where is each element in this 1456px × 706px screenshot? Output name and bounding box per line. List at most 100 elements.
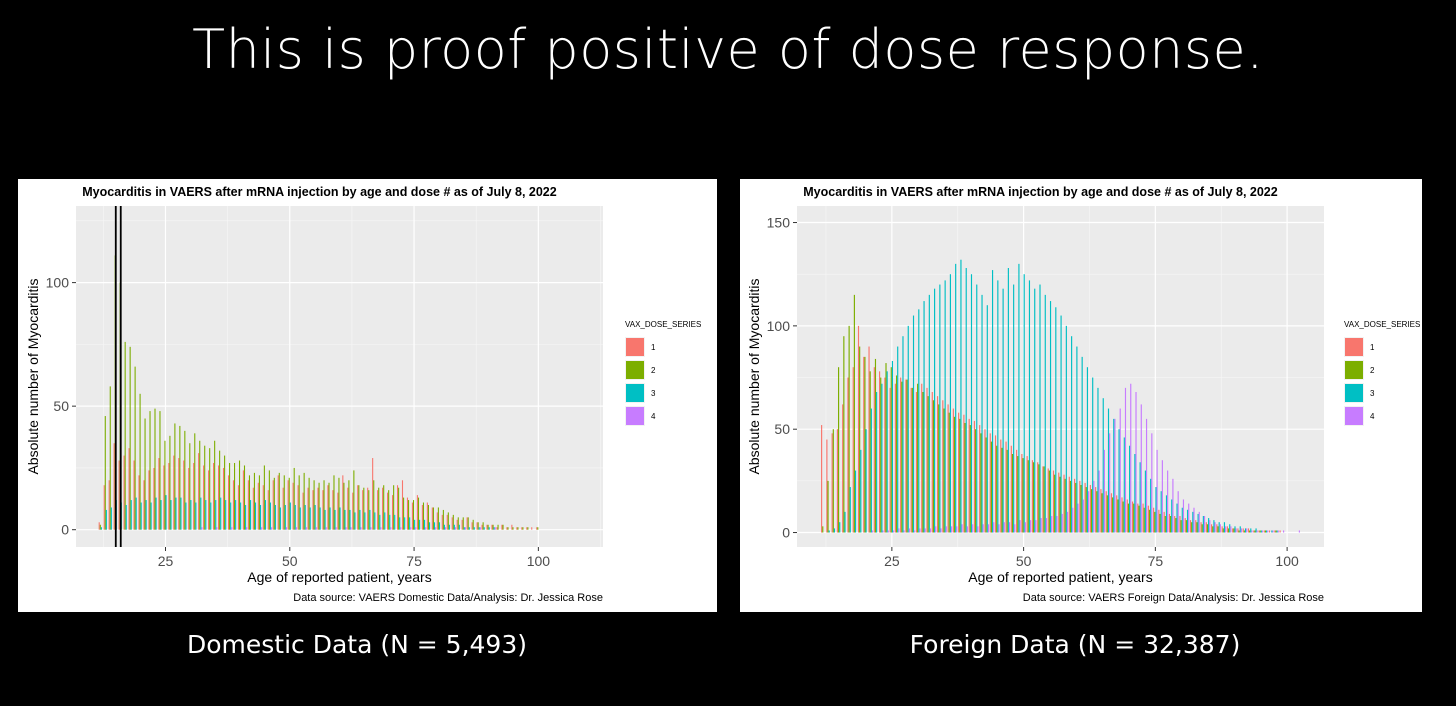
bar-dose-2: [985, 437, 987, 533]
bar-dose-2: [373, 480, 375, 530]
bar-dose-3: [1186, 509, 1189, 533]
bar-dose-3: [1165, 495, 1168, 533]
bar-dose-2: [1196, 522, 1198, 533]
bar-dose-3: [354, 512, 356, 530]
bar-dose-3: [299, 507, 301, 530]
bar-dose-1: [958, 412, 960, 533]
bar-dose-2: [917, 383, 919, 533]
bar-dose-1: [521, 527, 523, 530]
bar-dose-2: [953, 416, 956, 533]
bar-dose-3: [1028, 280, 1031, 533]
bar-dose-2: [1117, 499, 1119, 533]
bar-dose-2: [358, 485, 360, 530]
bar-dose-2: [1138, 505, 1140, 533]
bar-dose-1: [984, 429, 986, 533]
bar-dose-4: [1182, 499, 1185, 533]
bar-dose-4: [966, 526, 968, 533]
bar-dose-4: [1261, 530, 1264, 533]
bar-dose-1: [173, 455, 175, 530]
bar-dose-1: [491, 524, 493, 530]
bar-dose-1: [1021, 454, 1023, 533]
bar-dose-2: [932, 400, 935, 533]
bar-dose-2: [492, 524, 494, 530]
bar-dose-1: [357, 485, 359, 530]
legend-label: 4: [1370, 412, 1375, 421]
bar-dose-3: [334, 509, 336, 530]
y-tick-label: 50: [53, 398, 69, 414]
bar-dose-4: [415, 527, 417, 530]
bar-dose-1: [217, 465, 220, 530]
bar-dose-2: [199, 440, 201, 530]
bar-dose-1: [1079, 480, 1081, 533]
bar-dose-4: [1072, 507, 1074, 533]
bar-dose-1: [153, 467, 155, 530]
bar-dose-3: [428, 522, 431, 530]
bar-dose-4: [914, 530, 916, 533]
bar-dose-2: [1222, 528, 1224, 533]
bar-dose-3: [483, 527, 485, 530]
bar-dose-2: [184, 430, 186, 530]
bar-dose-4: [977, 526, 979, 533]
bar-dose-2: [477, 522, 479, 530]
bar-dose-4: [380, 527, 382, 530]
y-tick-label: 100: [767, 318, 791, 334]
bar-dose-1: [1073, 478, 1076, 533]
bar-dose-1: [257, 482, 259, 530]
bar-dose-2: [927, 396, 929, 533]
bar-dose-3: [876, 392, 878, 533]
bar-dose-1: [1247, 528, 1250, 533]
bar-dose-3: [1218, 522, 1220, 533]
bar-dose-4: [924, 528, 926, 533]
bar-dose-2: [313, 480, 315, 530]
bar-dose-1: [1174, 516, 1176, 533]
bar-dose-3: [259, 504, 262, 530]
bar-dose-1: [128, 448, 130, 530]
bar-dose-2: [517, 527, 519, 530]
bar-dose-2: [169, 435, 171, 530]
bar-dose-1: [1189, 520, 1192, 533]
bar-dose-2: [1006, 449, 1008, 533]
bar-dose-2: [238, 460, 241, 530]
bar-dose-1: [531, 527, 533, 530]
domestic-myocarditis-chart: 25 50 75 100 0 50 100 Myocarditis in VAERS afte…: [25, 185, 701, 604]
bar-dose-3: [160, 500, 162, 530]
bar-dose-3: [309, 507, 311, 530]
bar-dose-2: [1075, 482, 1077, 533]
bar-dose-2: [885, 363, 887, 533]
bar-dose-2: [1254, 530, 1256, 533]
bar-dose-3: [1102, 398, 1104, 533]
bar-dose-3: [359, 509, 361, 530]
bar-dose-1: [1089, 485, 1091, 533]
bar-dose-3: [344, 509, 346, 530]
bar-dose-2: [895, 375, 898, 533]
slide-title: This is proof positive of dose response.: [192, 18, 1264, 81]
bar-dose-1: [1184, 518, 1186, 533]
bar-dose-1: [1068, 476, 1070, 533]
bar-dose-3: [965, 268, 967, 533]
bar-dose-3: [155, 497, 157, 530]
bar-dose-4: [987, 524, 990, 533]
bar-dose-1: [282, 487, 284, 530]
bar-dose-4: [919, 528, 921, 533]
bar-dose-1: [868, 346, 870, 533]
bar-dose-3: [907, 325, 909, 533]
bar-dose-2: [1096, 491, 1098, 533]
bar-dose-2: [273, 477, 275, 530]
bar-dose-1: [168, 462, 170, 530]
y-axis-label: Absolute number of Myocarditis: [25, 278, 41, 474]
bar-dose-3: [240, 502, 242, 530]
bar-dose-1: [1052, 470, 1055, 533]
bar-dose-3: [955, 263, 957, 533]
bar-dose-3: [1276, 530, 1278, 533]
bar-dose-3: [849, 487, 851, 533]
bar-dose-3: [274, 504, 276, 530]
bar-dose-1: [302, 492, 304, 530]
bar-dose-2: [1133, 503, 1135, 533]
bar-dose-4: [1135, 392, 1137, 533]
bar-dose-2: [497, 524, 499, 530]
bar-dose-1: [183, 460, 185, 530]
bar-dose-1: [222, 467, 225, 530]
bar-dose-1: [1047, 468, 1049, 533]
bar-dose-3: [949, 274, 951, 533]
bar-dose-1: [1005, 441, 1007, 533]
